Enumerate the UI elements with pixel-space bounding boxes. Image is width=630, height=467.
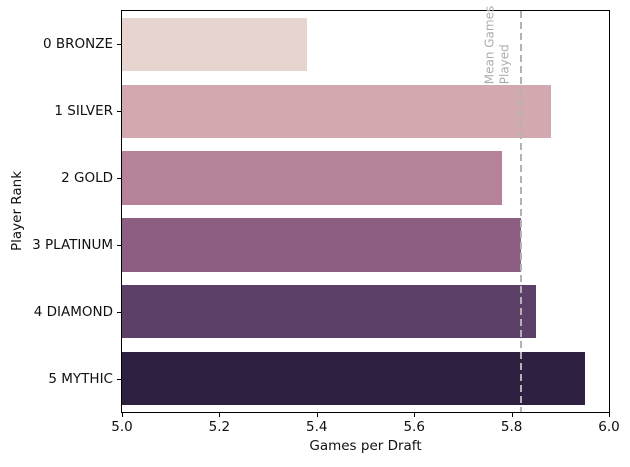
bar: [122, 218, 522, 272]
bar: [122, 17, 308, 72]
x-tick-mark: [511, 413, 513, 417]
y-tick-label: 4 DIAMOND: [33, 303, 113, 320]
y-tick-mark: [117, 378, 121, 380]
bar: [122, 285, 536, 339]
x-tick-mark: [316, 413, 318, 417]
y-tick-mark: [117, 111, 121, 113]
plot-area: [121, 10, 610, 413]
y-tick-mark: [117, 44, 121, 46]
y-tick-label: 5 MYTHIC: [48, 370, 113, 387]
y-tick-label: 0 BRONZE: [42, 36, 113, 53]
y-tick-label: 1 SILVER: [54, 103, 113, 120]
bar: [122, 151, 502, 205]
mean-line-annotation-line2: Played: [497, 44, 512, 85]
x-tick-mark: [609, 413, 610, 417]
x-tick-mark: [122, 413, 123, 417]
x-tick-label: 6.0: [598, 419, 620, 435]
x-tick-label: 5.0: [111, 419, 133, 435]
y-tick-mark: [117, 244, 121, 246]
y-tick-mark: [117, 311, 121, 313]
mean-line-annotation-line1: Mean Games: [482, 5, 497, 85]
x-tick-label: 5.2: [208, 419, 231, 435]
y-tick-mark: [117, 178, 121, 180]
mean-line-annotation: Mean Games Played: [483, 6, 512, 85]
x-axis-label: Games per Draft: [309, 438, 422, 454]
x-tick-label: 5.6: [403, 419, 425, 435]
x-tick-label: 5.8: [500, 419, 523, 435]
y-tick-label: 3 PLATINUM: [32, 236, 113, 253]
bar: [122, 84, 551, 138]
x-tick-mark: [414, 413, 416, 417]
mean-line: [520, 11, 523, 412]
x-tick-label: 5.4: [306, 419, 328, 435]
x-tick-mark: [219, 413, 221, 417]
bar: [122, 351, 585, 406]
y-tick-label: 2 GOLD: [61, 170, 113, 187]
